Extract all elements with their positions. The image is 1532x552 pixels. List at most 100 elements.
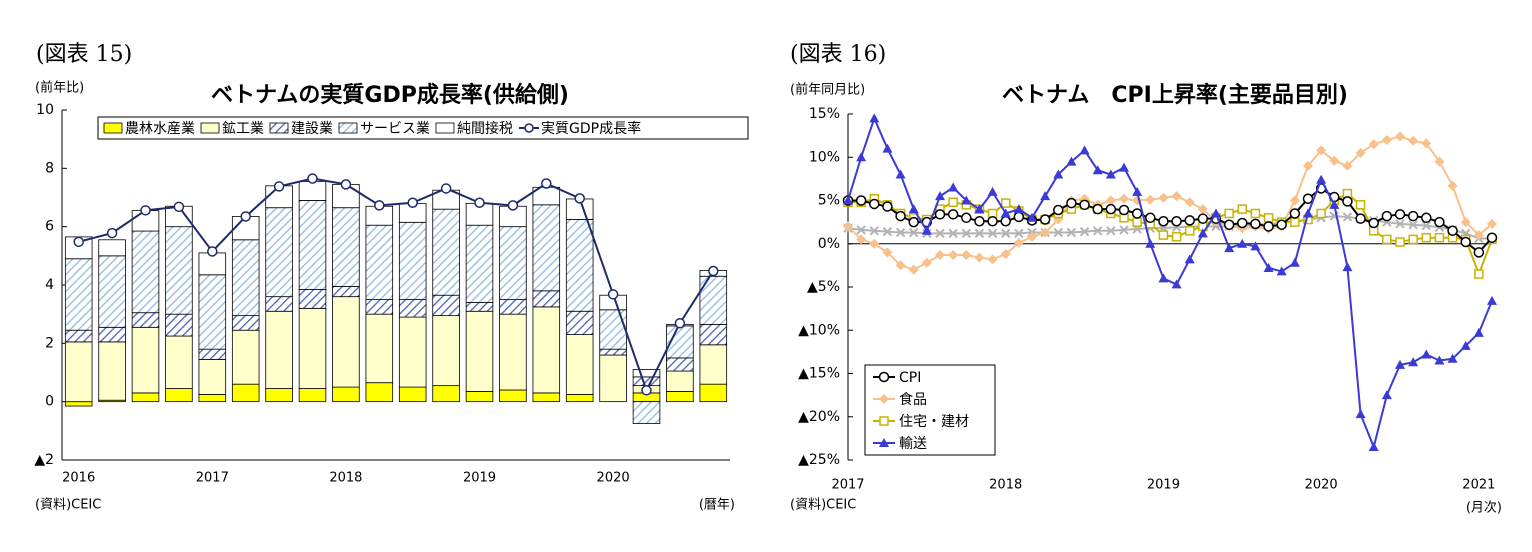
data-point: [1119, 225, 1129, 235]
data-point: [1013, 204, 1024, 214]
y-axis-label: (前年同月比): [790, 82, 865, 98]
bar-segment: [265, 207, 293, 298]
bar-segment: [298, 288, 327, 309]
data-point: [1105, 203, 1117, 215]
bar-segment: [332, 207, 360, 287]
data-point: [987, 228, 998, 239]
data-point: [1368, 442, 1379, 452]
data-point: [895, 227, 906, 238]
data-point: [1355, 409, 1366, 419]
legend-label: 純間接税: [457, 120, 513, 137]
data-point: [474, 197, 485, 208]
y-tick-label: 0: [45, 394, 54, 410]
data-point: [1434, 355, 1445, 365]
data-point: [1342, 196, 1353, 207]
bar-segment: [532, 392, 561, 403]
data-point: [407, 197, 418, 208]
data-point: [909, 227, 919, 238]
data-point: [140, 205, 151, 216]
data-point: [1395, 131, 1405, 142]
bar-segment: [131, 326, 160, 394]
data-point: [895, 260, 906, 271]
data-point: [1395, 359, 1405, 369]
data-point: [207, 246, 218, 257]
data-point: [1106, 226, 1116, 236]
chart-title: ベトナムの実質GDP成長率(供給側): [211, 82, 569, 108]
chart-title: ベトナム CPI上昇率(主要品目別): [1002, 82, 1348, 108]
data-point: [1342, 212, 1353, 222]
x-tick-label: 2017: [196, 471, 229, 486]
bar-segment: [565, 334, 594, 395]
bar-segment: [632, 401, 661, 424]
bar-segment: [465, 391, 494, 403]
data-point: [1040, 227, 1051, 238]
data-point: [1381, 210, 1393, 222]
legend-box: [97, 116, 749, 140]
data-point: [1119, 193, 1129, 204]
data-point: [1118, 204, 1130, 216]
data-point: [869, 238, 880, 249]
bar-segment: [432, 385, 460, 403]
bar-segment: [365, 299, 394, 315]
data-point: [1145, 194, 1156, 205]
data-point: [921, 257, 932, 268]
bar-segment: [465, 302, 494, 312]
data-point: [1421, 220, 1431, 231]
legend-label: サービス業: [360, 121, 430, 137]
source-note: (資料)CEIC: [35, 498, 101, 513]
data-point: [273, 181, 285, 192]
bar-segment: [532, 204, 561, 292]
bar-segment: [332, 286, 360, 298]
data-point: [1486, 232, 1498, 243]
data-point: [106, 227, 118, 239]
data-point: [882, 226, 893, 237]
y-tick-label: 10%: [809, 149, 840, 165]
data-point: [1184, 226, 1195, 236]
data-point: [1197, 228, 1208, 238]
data-point: [1105, 169, 1116, 179]
data-point: [1053, 169, 1064, 179]
data-point: [1355, 213, 1366, 224]
data-point: [240, 211, 251, 222]
data-point: [1079, 199, 1090, 211]
data-point: [1394, 209, 1406, 220]
x-tick-label: 2019: [1147, 478, 1180, 493]
bar-segment: [298, 307, 327, 389]
data-point: [1447, 353, 1458, 363]
data-point: [1434, 216, 1445, 228]
legend-marker: [878, 371, 890, 383]
data-point: [1184, 215, 1195, 226]
data-point: [1329, 199, 1340, 209]
bar-segment: [332, 386, 360, 403]
data-point: [1145, 212, 1156, 224]
data-point: [1013, 237, 1024, 248]
legend-label: 鉱工業: [222, 120, 264, 137]
data-point: [1342, 160, 1353, 171]
data-point: [1092, 165, 1103, 175]
data-point: [961, 195, 972, 205]
bar-segment: [231, 329, 260, 385]
data-point: [1040, 191, 1051, 201]
data-point: [921, 225, 932, 235]
bar-segment: [165, 388, 193, 403]
data-point: [1290, 217, 1300, 227]
data-point: [948, 197, 958, 207]
data-point: [1132, 186, 1143, 196]
data-point: [987, 186, 998, 196]
bar-segment: [532, 306, 561, 394]
data-point: [908, 264, 919, 275]
data-point: [1381, 390, 1392, 400]
legend-label: 実質GDP成長率: [541, 120, 641, 137]
data-point: [1355, 147, 1366, 158]
data-point: [1289, 208, 1301, 219]
data-point: [869, 226, 879, 236]
data-point: [855, 195, 867, 206]
x-tick-label: 2018: [989, 478, 1022, 493]
bar-segment: [165, 335, 193, 389]
series-line: [847, 215, 1492, 240]
data-point: [869, 198, 880, 210]
data-point: [1421, 212, 1432, 224]
bar-segment: [465, 224, 494, 303]
data-point: [1289, 257, 1300, 267]
